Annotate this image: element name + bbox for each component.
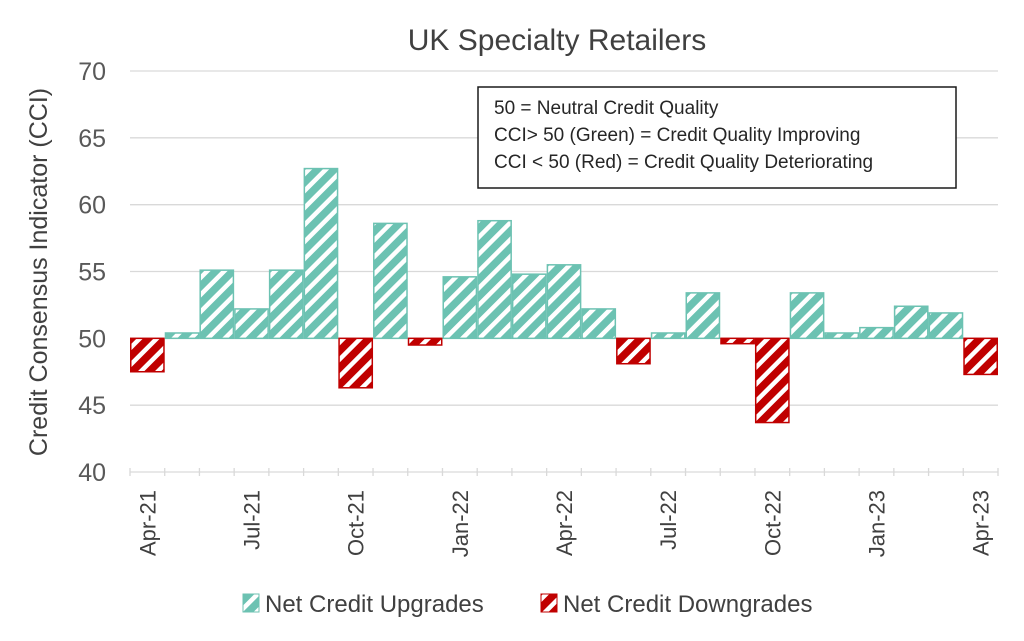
annotation-box: 50 = Neutral Credit Quality CCI> 50 (Gre… <box>477 86 957 189</box>
x-tick-label: Jan-23 <box>865 490 890 557</box>
legend-label-downgrades: Net Credit Downgrades <box>563 591 812 618</box>
x-tick-label: Oct-21 <box>344 490 369 556</box>
bar-upgrade <box>650 332 686 340</box>
bar-upgrade <box>511 273 547 340</box>
x-axis: Apr-21 Jul-21 Oct-21 Jan-22 Apr-22 Jul-22 Oct-… <box>129 468 999 557</box>
bar-upgrade <box>789 292 825 340</box>
bar-upgrade <box>442 276 478 340</box>
bar-upgrade <box>824 332 860 340</box>
x-tick-label: Apr-21 <box>135 490 160 556</box>
bar-downgrade <box>963 337 999 376</box>
legend: Net Credit Upgrades Net Credit Downgrade… <box>242 591 812 618</box>
bar-upgrade <box>164 332 200 340</box>
x-tick-label: Jul-21 <box>240 490 265 550</box>
bar-upgrade <box>477 219 512 340</box>
bar-upgrade <box>199 269 235 340</box>
annotation-line-2: CCI> 50 (Green) = Credit Quality Improvi… <box>494 125 860 146</box>
legend-swatch-downgrades <box>540 593 558 613</box>
bars <box>130 167 999 424</box>
y-tick-label: 70 <box>78 58 106 86</box>
bar-upgrade <box>893 305 929 340</box>
bar-upgrade <box>303 167 339 340</box>
bar-upgrade <box>928 312 964 340</box>
y-tick-label: 50 <box>78 325 106 353</box>
annotation-line-1: 50 = Neutral Credit Quality <box>494 98 719 119</box>
bar-downgrade <box>616 337 651 365</box>
y-tick-label: 45 <box>78 392 106 420</box>
x-tick-label: Jan-22 <box>448 490 473 557</box>
bar-upgrade <box>581 308 617 340</box>
bar-upgrade <box>859 326 894 340</box>
bar-downgrade <box>754 337 790 424</box>
x-tick-label: Apr-23 <box>969 490 994 556</box>
annotation-line-3: CCI < 50 (Red) = Credit Quality Deterior… <box>494 152 873 173</box>
bar-downgrade <box>720 337 755 345</box>
x-tick-label: Apr-22 <box>552 490 577 556</box>
y-tick-label: 65 <box>78 125 106 153</box>
bar-downgrade <box>338 337 374 389</box>
bar-upgrade <box>685 292 721 340</box>
y-tick-label: 55 <box>78 259 106 287</box>
bar-upgrade <box>234 308 269 340</box>
legend-label-upgrades: Net Credit Upgrades <box>265 591 484 618</box>
bar-downgrade <box>130 337 165 373</box>
y-axis-label: Credit Consensus Indicator (CCI) <box>25 88 53 456</box>
x-tick-label: Jul-22 <box>656 490 681 550</box>
x-tick-label: Oct-22 <box>760 490 785 556</box>
legend-swatch-upgrades <box>242 593 260 613</box>
chart-title: UK Specialty Retailers <box>408 24 706 57</box>
bar-upgrade <box>268 269 304 340</box>
bar-upgrade <box>546 264 582 340</box>
y-axis-ticks: 40 45 50 55 60 65 70 <box>78 58 106 487</box>
y-tick-label: 60 <box>78 192 106 220</box>
annotation-frame <box>477 86 957 189</box>
y-tick-label: 40 <box>78 459 106 487</box>
bar-downgrade <box>407 337 443 346</box>
bar-upgrade <box>373 222 408 340</box>
